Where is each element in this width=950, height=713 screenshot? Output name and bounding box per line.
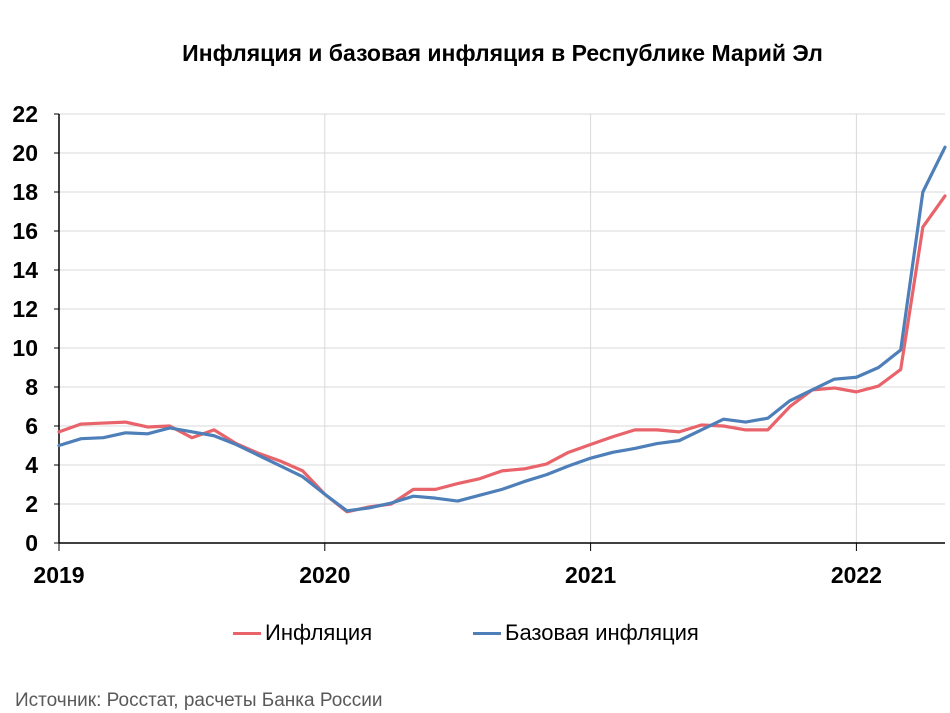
y-tick-label: 0 <box>25 530 38 556</box>
y-tick-label: 12 <box>12 296 38 322</box>
legend-label-inflation: Инфляция <box>265 620 373 645</box>
legend-swatch-inflation <box>233 631 261 635</box>
y-tick-label: 14 <box>12 257 38 283</box>
y-tick-label: 2 <box>25 491 38 517</box>
series-line-core-inflation <box>57 145 947 513</box>
axes <box>54 113 945 551</box>
y-tick-label: 8 <box>25 374 38 400</box>
x-tick-label: 2022 <box>831 562 882 588</box>
y-tick-label: 18 <box>12 179 38 205</box>
legend: Инфляция Базовая инфляция <box>0 620 950 650</box>
chart-title: Инфляция и базовая инфляция в Республике… <box>182 40 823 66</box>
y-tick-label: 20 <box>12 140 38 166</box>
x-tick-label: 2020 <box>299 562 350 588</box>
series-line-inflation <box>57 194 947 514</box>
x-tick-label: 2021 <box>565 562 616 588</box>
gridlines <box>59 113 945 543</box>
y-tick-label: 16 <box>12 218 38 244</box>
series-lines <box>57 145 947 514</box>
y-tick-label: 4 <box>25 452 38 478</box>
y-tick-label: 6 <box>25 413 38 439</box>
legend-item-inflation: Инфляция <box>233 620 372 646</box>
y-tick-label: 22 <box>12 101 38 127</box>
source-note: Источник: Росстат, расчеты Банка России <box>15 690 383 711</box>
legend-item-core-inflation: Базовая инфляция <box>473 620 699 646</box>
x-tick-label: 2019 <box>33 562 84 588</box>
legend-swatch-core-inflation <box>473 631 501 635</box>
y-tick-label: 10 <box>12 335 38 361</box>
legend-label-core-inflation: Базовая инфляция <box>505 620 699 645</box>
